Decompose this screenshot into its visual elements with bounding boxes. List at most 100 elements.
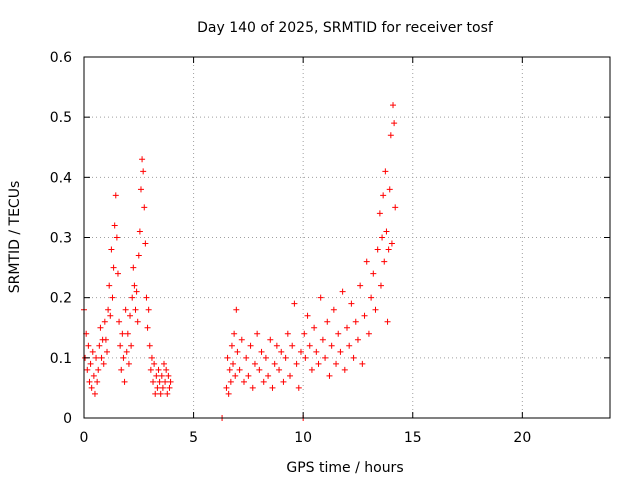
data-point [148,354,155,361]
data-point [141,204,148,211]
data-point [225,390,232,397]
data-point [119,330,126,337]
data-point [147,366,154,373]
data-point [100,360,107,367]
data-point [127,312,134,319]
data-point [324,318,331,325]
data-point [108,246,115,253]
data-point [344,324,350,331]
y-tick-label: 0.1 [50,351,72,367]
data-point [96,342,103,349]
data-point [295,384,302,391]
data-point [280,378,287,385]
data-point [372,306,379,313]
data-point [133,288,140,295]
data-point [163,366,170,373]
data-point [271,360,278,367]
data-point [159,384,166,391]
data-point [137,186,144,193]
data-point [359,360,366,367]
data-point [278,348,285,355]
chart-title: Day 140 of 2025, SRMTID for receiver tos… [197,20,494,36]
data-point [368,294,375,301]
data-point [326,372,333,379]
data-point [135,252,142,259]
data-point [87,360,94,367]
data-point [322,354,329,361]
data-point [365,330,372,337]
data-point [382,168,389,175]
data-point [228,342,235,349]
data-point [101,318,108,325]
data-point [247,342,254,349]
data-point [273,342,280,349]
data-point [143,294,150,301]
data-point [129,294,136,301]
data-point [381,258,388,265]
data-point [243,354,250,361]
x-tick-label: 10 [294,430,312,446]
data-point [317,294,324,301]
data-point [269,384,276,391]
x-tick-label: 15 [404,430,422,446]
data-point [157,390,164,397]
data-point [144,324,151,331]
data-point [276,366,283,373]
data-point [304,312,311,319]
data-point [164,390,171,397]
data-point [315,360,322,367]
data-point [121,378,128,385]
data-point [107,312,114,319]
data-point [377,282,384,289]
data-point [311,324,318,331]
data-point [313,348,320,355]
y-tick-label: 0 [63,411,72,427]
data-point [93,354,100,361]
data-point [160,360,167,367]
data-point [392,204,399,211]
data-point [254,330,261,337]
data-point [97,324,104,331]
data-point [114,270,121,277]
data-point [85,342,92,349]
data-point [384,318,391,325]
data-point [109,294,116,301]
data-point [380,192,387,199]
data-point [337,348,344,355]
data-point [140,168,147,175]
data-point [236,366,243,373]
data-point [233,306,240,313]
x-axis-label: GPS time / hours [286,460,403,476]
data-point [350,354,357,361]
data-point [260,378,267,385]
data-point [165,372,172,379]
data-point [152,390,159,397]
data-point [88,384,95,391]
data-point [223,384,230,391]
data-point [282,354,289,361]
data-point [302,354,309,361]
data-point [224,354,231,361]
data-point [142,240,149,247]
data-point [167,378,174,385]
data-point [258,348,265,355]
data-point [284,330,291,337]
data-point [123,348,130,355]
data-point [330,306,337,313]
data-point [379,234,386,241]
data-point [251,360,258,367]
data-point [95,366,102,373]
data-point [267,336,274,343]
data-point [387,132,394,139]
data-point [341,366,348,373]
data-point [390,102,397,109]
data-point [132,306,139,313]
data-point [89,348,96,355]
data-point [84,366,91,373]
data-point [386,186,393,193]
y-tick-label: 0.4 [50,170,72,186]
data-point [391,120,398,127]
data-point [245,372,252,379]
data-point [151,360,158,367]
data-point [130,264,137,271]
